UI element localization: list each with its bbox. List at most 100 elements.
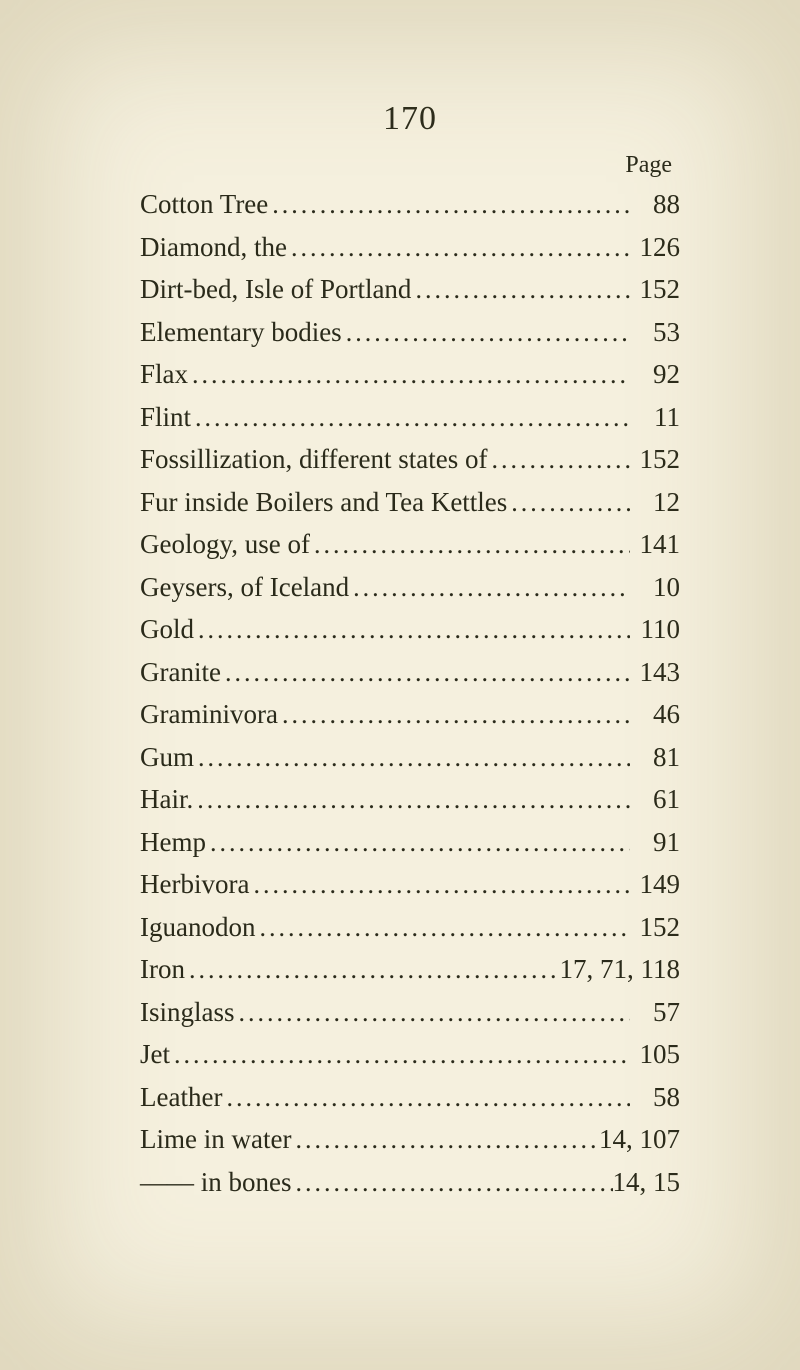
- entry-page: 61: [630, 784, 680, 815]
- index-entry: Granite.................................…: [140, 657, 680, 688]
- dot-leader: ........................................…: [291, 1125, 599, 1155]
- index-entry: Iguanodon...............................…: [140, 912, 680, 943]
- index-entry: Hair....................................…: [140, 784, 680, 815]
- dot-leader: ........................................…: [255, 913, 630, 943]
- entry-page: 46: [630, 699, 680, 730]
- dot-leader: ........................................…: [310, 530, 630, 560]
- index-entry: Jet.....................................…: [140, 1039, 680, 1070]
- entry-page: 14, 107: [599, 1124, 680, 1155]
- entry-text: Iguanodon: [140, 912, 255, 943]
- entry-text: Hemp: [140, 827, 206, 858]
- entry-text: Hair.: [140, 784, 193, 815]
- entry-page: 17, 71, 118: [560, 954, 681, 985]
- entry-page: 92: [630, 359, 680, 390]
- entry-text: Jet: [140, 1039, 170, 1070]
- entry-text: Gold: [140, 614, 194, 645]
- entry-text: Dirt-bed, Isle of Portland: [140, 274, 411, 305]
- index-entry: Cotton Tree.............................…: [140, 189, 680, 220]
- entry-text: Gum: [140, 742, 194, 773]
- entry-page: 149: [630, 869, 680, 900]
- dot-leader: ........................................…: [249, 870, 630, 900]
- index-entry: Elementary bodies.......................…: [140, 317, 680, 348]
- dot-leader: ........................................…: [349, 573, 630, 603]
- index-entry: Flint...................................…: [140, 402, 680, 433]
- entry-text: Diamond, the: [140, 232, 287, 263]
- dot-leader: ........................................…: [188, 360, 630, 390]
- entry-page: 143: [630, 657, 680, 688]
- entry-page: 12: [630, 487, 680, 518]
- entry-text: Elementary bodies: [140, 317, 342, 348]
- index-entry: Lime in water...........................…: [140, 1124, 680, 1155]
- entry-page: 58: [630, 1082, 680, 1113]
- dot-leader: ........................................…: [170, 1040, 630, 1070]
- dot-leader: ........................................…: [411, 275, 630, 305]
- entry-text: Flax: [140, 359, 188, 390]
- page-number: 170: [140, 100, 680, 138]
- index-entry: Fur inside Boilers and Tea Kettles......…: [140, 487, 680, 518]
- entry-page: 53: [630, 317, 680, 348]
- entry-text: Herbivora: [140, 869, 249, 900]
- dot-leader: ........................................…: [287, 233, 630, 263]
- entry-text: Geysers, of Iceland: [140, 572, 349, 603]
- entry-page: 152: [630, 444, 680, 475]
- index-entry: Gum.....................................…: [140, 742, 680, 773]
- entry-page: 91: [630, 827, 680, 858]
- entry-page: 14, 15: [613, 1167, 681, 1198]
- entry-text: Cotton Tree: [140, 189, 268, 220]
- index-entry: Isinglass...............................…: [140, 997, 680, 1028]
- entry-page: 81: [630, 742, 680, 773]
- entry-page: 110: [630, 614, 680, 645]
- entry-page: 141: [630, 529, 680, 560]
- dot-leader: ........................................…: [194, 615, 630, 645]
- entry-page: 57: [630, 997, 680, 1028]
- index-list: Cotton Tree.............................…: [140, 189, 680, 1198]
- dot-leader: ........................................…: [268, 190, 630, 220]
- dot-leader: ........................................…: [191, 403, 630, 433]
- page-container: 170 Page Cotton Tree....................…: [0, 0, 800, 1279]
- dot-leader: ........................................…: [235, 998, 631, 1028]
- dot-leader: ........................................…: [292, 1168, 613, 1198]
- entry-text: Granite: [140, 657, 221, 688]
- entry-page: 11: [630, 402, 680, 433]
- index-entry: Geology, use of.........................…: [140, 529, 680, 560]
- index-entry: Fossillization, different states of.....…: [140, 444, 680, 475]
- index-entry: Dirt-bed, Isle of Portland..............…: [140, 274, 680, 305]
- index-entry: Herbivora...............................…: [140, 869, 680, 900]
- entry-page: 105: [630, 1039, 680, 1070]
- entry-text: —— in bones: [140, 1167, 292, 1198]
- dot-leader: ........................................…: [193, 785, 630, 815]
- entry-text: Graminivora: [140, 699, 278, 730]
- page-label: Page: [140, 152, 680, 179]
- index-entry: Iron....................................…: [140, 954, 680, 985]
- entry-text: Isinglass: [140, 997, 235, 1028]
- entry-text: Iron: [140, 954, 185, 985]
- entry-text: Fossillization, different states of: [140, 444, 487, 475]
- entry-text: Lime in water: [140, 1124, 291, 1155]
- index-entry: Gold....................................…: [140, 614, 680, 645]
- dot-leader: ........................................…: [194, 743, 630, 773]
- dot-leader: ........................................…: [206, 828, 630, 858]
- dot-leader: ........................................…: [221, 658, 630, 688]
- entry-text: Leather: [140, 1082, 222, 1113]
- dot-leader: ........................................…: [507, 488, 630, 518]
- entry-page: 152: [630, 912, 680, 943]
- index-entry: Graminivora.............................…: [140, 699, 680, 730]
- entry-text: Fur inside Boilers and Tea Kettles: [140, 487, 507, 518]
- entry-page: 10: [630, 572, 680, 603]
- dot-leader: ........................................…: [185, 955, 560, 985]
- index-entry: —— in bones.............................…: [140, 1167, 680, 1198]
- entry-page: 152: [630, 274, 680, 305]
- dot-leader: ........................................…: [222, 1083, 630, 1113]
- dot-leader: ........................................…: [487, 445, 630, 475]
- dot-leader: ........................................…: [278, 700, 630, 730]
- entry-text: Flint: [140, 402, 191, 433]
- entry-page: 126: [630, 232, 680, 263]
- index-entry: Geysers, of Iceland.....................…: [140, 572, 680, 603]
- entry-text: Geology, use of: [140, 529, 310, 560]
- index-entry: Leather.................................…: [140, 1082, 680, 1113]
- entry-page: 88: [630, 189, 680, 220]
- dot-leader: ........................................…: [342, 318, 630, 348]
- index-entry: Diamond, the............................…: [140, 232, 680, 263]
- index-entry: Hemp....................................…: [140, 827, 680, 858]
- index-entry: Flax....................................…: [140, 359, 680, 390]
